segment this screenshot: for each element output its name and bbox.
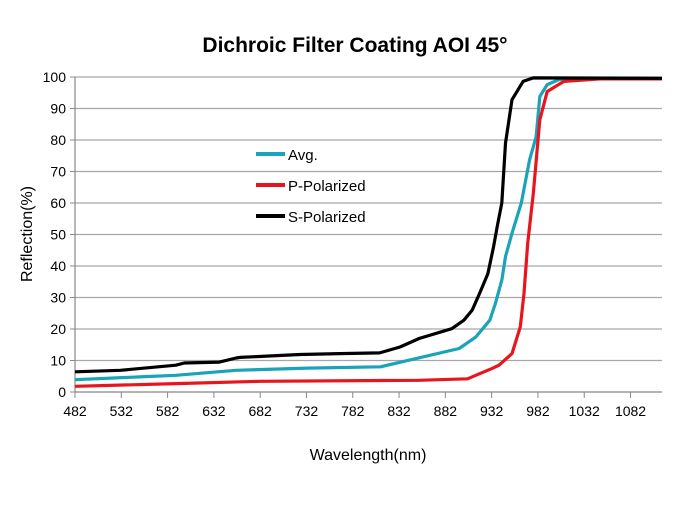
y-tick-label: 10 <box>50 353 66 369</box>
x-tick-label: 782 <box>341 403 365 419</box>
series-line-s-polarized <box>74 76 663 374</box>
x-tick-label: 582 <box>156 403 180 419</box>
y-tick-label: 20 <box>50 321 66 337</box>
legend-label: S-Polarized <box>288 209 366 226</box>
legend-label: P-Polarized <box>288 178 366 195</box>
y-tick-label: 90 <box>50 101 66 117</box>
x-tick-label: 482 <box>63 403 87 419</box>
x-tick-label: 682 <box>248 403 272 419</box>
axes: 0 10 20 30 40 50 60 70 80 90 100 482 532 582 632 682 732… <box>43 69 662 419</box>
x-tick-label: 632 <box>202 403 226 419</box>
y-tick-label: 100 <box>43 69 67 85</box>
x-tick-label: 882 <box>434 403 458 419</box>
legend: Avg. P-Polarized S-Polarized <box>256 147 366 226</box>
gridlines <box>75 76 662 362</box>
x-tick-label: 1032 <box>569 403 600 419</box>
series-lines <box>74 76 663 388</box>
y-tick-label: 0 <box>58 384 66 400</box>
chart-title: Dichroic Filter Coating AOI 45° <box>202 34 507 57</box>
y-tick-label: 70 <box>50 164 66 180</box>
y-tick-label: 30 <box>50 290 66 306</box>
x-tick-label: 732 <box>295 403 319 419</box>
x-tick-label: 532 <box>110 403 134 419</box>
series-line-p-polarized <box>74 77 662 388</box>
series-line-avg <box>74 76 662 382</box>
y-tick-label: 60 <box>50 195 66 211</box>
x-tick-label: 982 <box>526 403 550 419</box>
x-tick-label: 1082 <box>615 403 646 419</box>
x-tick-label: 932 <box>480 403 504 419</box>
y-tick-label: 80 <box>50 132 66 148</box>
x-axis-label: Wavelength(nm) <box>310 447 427 464</box>
y-tick-label: 50 <box>50 227 66 243</box>
y-axis-label: Reflection(%) <box>19 186 36 282</box>
y-tick-label: 40 <box>50 258 66 274</box>
x-tick-label: 832 <box>387 403 411 419</box>
legend-label: Avg. <box>288 147 318 164</box>
